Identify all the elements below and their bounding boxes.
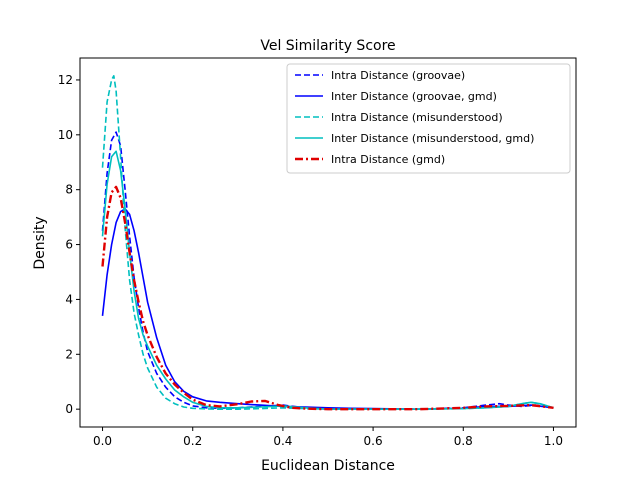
series-line-1 [101,131,554,411]
legend-label: Intra Distance (misunderstood) [331,111,503,124]
y-tick-label: 8 [65,183,73,197]
x-tick-label: 0.0 [93,434,112,448]
y-tick-label: 6 [65,238,73,252]
series-layer [101,75,554,411]
legend-label: Inter Distance (groovae, gmd) [331,90,497,103]
y-axis: 0 2 4 6 8 10 12 [58,73,80,416]
x-tick-label: 1.0 [544,434,563,448]
legend: Intra Distance (groovae) Inter Distance (… [286,63,571,174]
legend-label: Inter Distance (misunderstood, gmd) [331,132,534,145]
x-tick-label: 0.8 [454,434,473,448]
y-tick-label: 0 [65,402,73,416]
legend-label: Intra Distance (gmd) [331,153,445,166]
y-tick-label: 4 [65,292,73,306]
y-axis-title: Density [32,216,48,269]
plot-frame [79,57,577,428]
x-axis: 0.0 0.2 0.4 0.6 0.8 1.0 [93,427,563,448]
x-tick-label: 0.4 [273,434,292,448]
legend-box [286,63,571,174]
y-tick-label: 2 [65,347,73,361]
series-line-4 [101,150,554,411]
x-tick-label: 0.6 [364,434,383,448]
x-tick-label: 0.2 [183,434,202,448]
y-tick-label: 10 [58,128,73,142]
x-axis-title: Euclidean Distance [261,458,395,474]
series-line-5 [101,185,554,411]
chart-title: Vel Similarity Score [260,38,395,54]
y-tick-label: 12 [58,73,73,87]
legend-label: Intra Distance (groovae) [331,69,465,82]
